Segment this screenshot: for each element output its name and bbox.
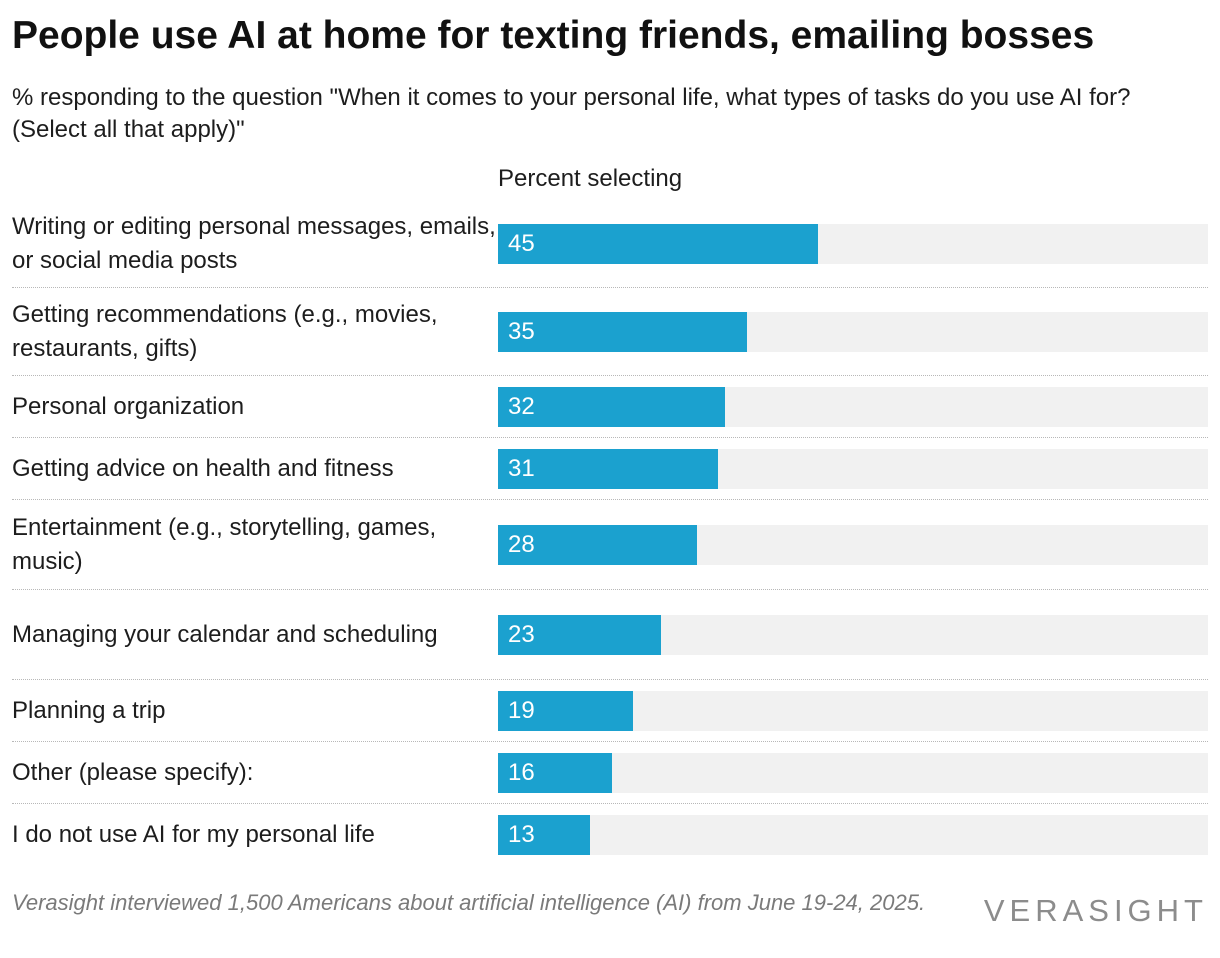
bar-value-label: 19 [508,697,535,724]
category-label: Getting advice on health and fitness [12,454,394,482]
bar: 45 [498,224,818,264]
bar-value-label: 35 [508,318,535,345]
category-label: Entertainment (e.g., storytelling, games… [12,513,437,575]
category-label: Personal organization [12,392,245,420]
bar-track: 19 [498,691,1208,731]
bar-row: Getting advice on health and fitness 31 [12,438,1208,500]
bar: 16 [498,753,612,793]
bar-track: 35 [498,312,1208,352]
bar-chart: Writing or editing personal messages, em… [12,200,1208,866]
bar: 23 [498,615,662,655]
bar: 35 [498,312,747,352]
bar-value-label: 31 [508,455,535,482]
bar: 32 [498,387,726,427]
column-header: Percent selecting [498,165,683,192]
bar-track: 32 [498,387,1208,427]
bar-value-label: 13 [508,821,535,848]
bar-row: I do not use AI for my personal life 13 [12,804,1208,866]
bar-row: Writing or editing personal messages, em… [12,200,1208,288]
category-label: Getting recommendations (e.g., movies, r… [12,300,438,362]
chart-subtitle: % responding to the question "When it co… [12,84,1131,143]
bar-row: Other (please specify): 16 [12,742,1208,804]
category-label: Writing or editing personal messages, em… [12,212,496,274]
bar-row: Planning a trip 19 [12,680,1208,742]
bar-value-label: 28 [508,531,535,558]
category-label: Managing your calendar and scheduling [12,620,438,648]
bar-row: Managing your calendar and scheduling 23 [12,590,1208,680]
bar: 28 [498,525,697,565]
bar-row: Entertainment (e.g., storytelling, games… [12,500,1208,590]
bar-track: 13 [498,815,1208,855]
bar-track: 31 [498,449,1208,489]
bar-row: Getting recommendations (e.g., movies, r… [12,288,1208,376]
bar: 19 [498,691,633,731]
bar-track: 16 [498,753,1208,793]
bar-value-label: 16 [508,759,535,786]
category-label: Other (please specify): [12,758,254,786]
bar-track: 23 [498,615,1208,655]
category-label: I do not use AI for my personal life [12,821,375,848]
source-note: Verasight interviewed 1,500 Americans ab… [12,890,926,915]
verasight-logo: VERASIGHT [983,893,1208,928]
bar-value-label: 23 [508,621,535,648]
chart-title: People use AI at home for texting friend… [12,14,1095,57]
bar-value-label: 32 [508,393,535,420]
category-label: Planning a trip [12,696,166,724]
bar: 31 [498,449,719,489]
bar-row: Personal organization 32 [12,376,1208,438]
bar: 13 [498,815,591,855]
bar-value-label: 45 [508,230,535,257]
bar-track: 45 [498,224,1208,264]
bar-track: 28 [498,525,1208,565]
